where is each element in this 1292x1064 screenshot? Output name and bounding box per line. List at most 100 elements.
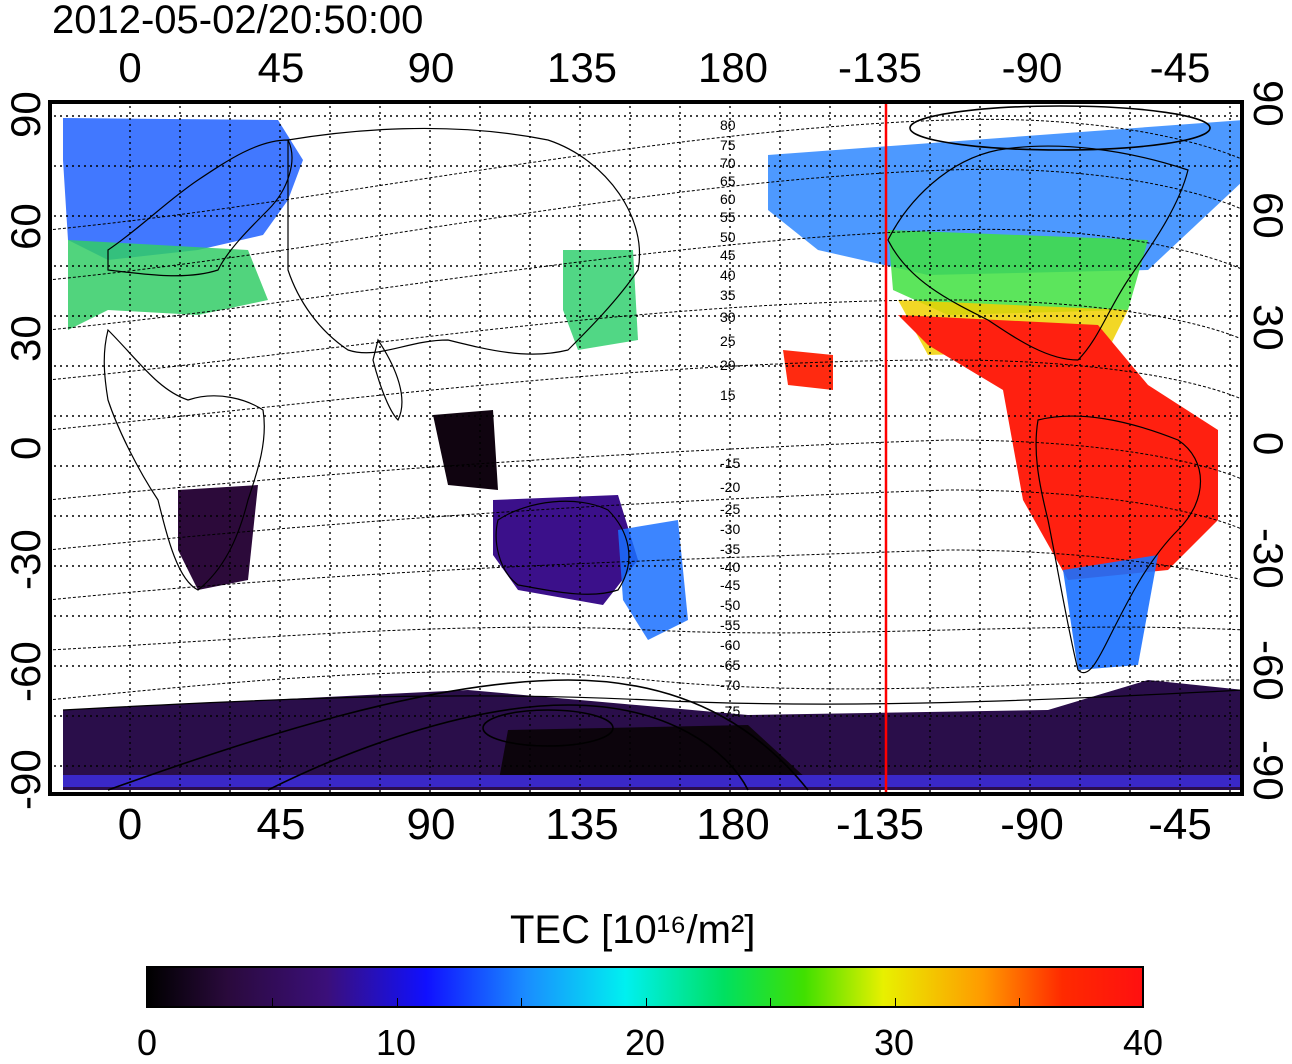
- left-lat-tick: 0: [2, 436, 49, 460]
- right-lat-tick: 60: [1245, 192, 1292, 239]
- colorbar-tick: [1019, 998, 1020, 1006]
- bottom-lon-tick: -45: [1148, 800, 1212, 849]
- mag-pole-contours: [107, 105, 1211, 791]
- top-lon-tick: 0: [118, 44, 142, 91]
- left-lat-tick: 30: [2, 315, 49, 362]
- contour-label: -15: [720, 455, 740, 471]
- left-lat-tick: 60: [2, 203, 49, 250]
- contour-label: 65: [720, 173, 736, 189]
- contour-label: 50: [720, 229, 736, 245]
- tec-patch-sa-blue: [1063, 555, 1158, 670]
- top-lon-tick: -45: [1149, 44, 1211, 91]
- tec-map: 80 75 70 65 60 55 50 45 40 35 30 25 20 1…: [48, 100, 1244, 796]
- contour-label: 15: [720, 387, 736, 403]
- top-lon-tick: 135: [546, 44, 618, 91]
- coastline-europe: [107, 139, 293, 277]
- top-lon-tick: -90: [1001, 44, 1063, 91]
- top-lon-tick: 180: [697, 44, 769, 91]
- colorbar-label: 10: [375, 1022, 417, 1063]
- top-lon-tick: 90: [407, 44, 455, 91]
- tec-patch-australia: [493, 495, 638, 605]
- right-lat-tick: 0: [1245, 432, 1292, 456]
- right-lat-tick: -90: [1245, 740, 1292, 801]
- contour-label: 55: [720, 209, 736, 225]
- colorbar-tick: [646, 998, 647, 1006]
- bottom-lon-tick: -135: [835, 800, 925, 849]
- colorbar-tick: [272, 998, 273, 1006]
- contour-label: 60: [720, 191, 736, 207]
- tec-patch-africa-dark: [178, 485, 258, 590]
- contour-label: 25: [720, 333, 736, 349]
- left-lat-tick: -30: [2, 529, 49, 590]
- colorbar-label: 30: [873, 1022, 915, 1063]
- contour-label: 30: [720, 309, 736, 325]
- right-lat-tick: -30: [1245, 528, 1292, 589]
- bottom-lon-tick: 0: [117, 800, 143, 849]
- left-lat-tick: 90: [2, 91, 49, 138]
- contour-label: -65: [720, 657, 740, 673]
- bottom-lon-tick: 180: [696, 800, 770, 849]
- contour-label: 45: [720, 247, 736, 263]
- tec-patch-europe-south: [68, 240, 268, 330]
- tec-patch-japan: [563, 250, 638, 350]
- tec-patch-asia-dark: [433, 410, 498, 490]
- bottom-lon-tick: 45: [256, 800, 306, 849]
- contour-label: -30: [720, 521, 740, 537]
- tec-patch-pacific-red: [783, 350, 833, 390]
- contour-label: -40: [720, 559, 740, 575]
- right-lat-tick: 30: [1245, 304, 1292, 351]
- left-lat-tick: -90: [2, 749, 49, 810]
- colorbar-label: 20: [624, 1022, 666, 1063]
- contour-label: -20: [720, 479, 740, 495]
- coastline-india: [372, 338, 403, 422]
- contour-label: 35: [720, 287, 736, 303]
- coastline-africa: [103, 328, 265, 591]
- frame-ticks: [48, 100, 1244, 796]
- coastline-australia: [495, 500, 630, 595]
- right-lat-tick: -60: [1245, 640, 1292, 701]
- contour-label: 20: [720, 357, 736, 373]
- contour-label: -55: [720, 617, 740, 633]
- coastline-asia: [287, 127, 640, 355]
- colorbar-tick: [397, 998, 398, 1006]
- contour-label: -70: [720, 677, 740, 693]
- tec-patch-nz-blue: [618, 520, 688, 640]
- right-lat-tick: 90: [1245, 80, 1292, 127]
- contour-label: -50: [720, 597, 740, 613]
- bottom-lon-tick: 90: [406, 800, 456, 849]
- colorbar-label: 0: [136, 1022, 158, 1063]
- tec-patches: [63, 118, 1244, 790]
- tec-patch-na-green: [888, 230, 1148, 315]
- contour-label: -60: [720, 637, 740, 653]
- tec-patch-europe: [63, 118, 303, 260]
- contour-label: -35: [720, 541, 740, 557]
- left-lat-tick: -60: [2, 641, 49, 702]
- colorbar: [146, 966, 1144, 1008]
- timestamp-title: 2012-05-02/20:50:00: [52, 0, 424, 42]
- coastline-north-america: [887, 145, 1189, 361]
- colorbar-label: 40: [1122, 1022, 1164, 1063]
- coastline-south-america: [1035, 415, 1201, 674]
- coastline-antarctica: [62, 689, 1244, 711]
- top-lon-tick: -135: [837, 44, 923, 91]
- colorbar-tick: [521, 998, 522, 1006]
- lat-lon-grid: [48, 100, 1244, 796]
- contour-label: -25: [720, 501, 740, 517]
- colorbar-title: TEC [10¹⁶/m²]: [510, 908, 756, 952]
- colorbar-tick: [895, 998, 896, 1006]
- mag-lat-contours: [48, 118, 1244, 701]
- top-lon-tick: 45: [257, 44, 305, 91]
- contour-label: 70: [720, 155, 736, 171]
- contour-label: -45: [720, 577, 740, 593]
- contour-label: -75: [720, 703, 740, 719]
- colorbar-tick: [770, 998, 771, 1006]
- bottom-lon-tick: 135: [545, 800, 619, 849]
- tec-patch-central-am-red: [898, 315, 1218, 580]
- tec-patch-antarctica-inner: [498, 725, 808, 785]
- contour-label: 75: [720, 137, 736, 153]
- coastlines: [62, 127, 1244, 711]
- contour-label: 40: [720, 267, 736, 283]
- bottom-lon-tick: -90: [1000, 800, 1064, 849]
- tec-patch-antarctica-edge: [63, 775, 1243, 787]
- contour-label: 80: [720, 117, 736, 133]
